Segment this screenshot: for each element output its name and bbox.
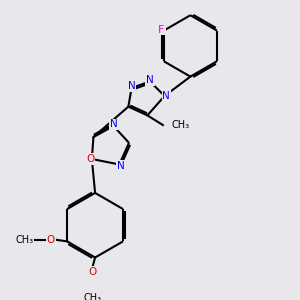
Text: N: N (128, 81, 136, 91)
Text: O: O (88, 267, 97, 277)
Text: CH₃: CH₃ (83, 293, 102, 300)
Text: F: F (158, 25, 165, 34)
Text: N: N (110, 119, 117, 129)
Text: O: O (86, 154, 94, 164)
Text: CH₃: CH₃ (15, 235, 34, 245)
Text: O: O (47, 235, 55, 245)
Text: CH₃: CH₃ (172, 120, 190, 130)
Text: N: N (146, 75, 154, 85)
Text: N: N (117, 161, 125, 171)
Text: N: N (162, 91, 170, 101)
